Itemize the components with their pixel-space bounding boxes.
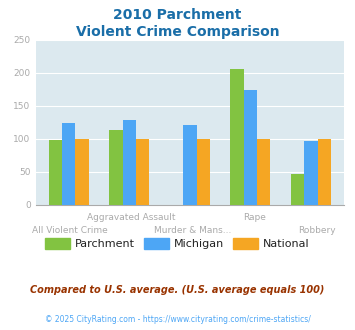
Bar xyxy=(62,123,76,205)
Bar xyxy=(230,69,244,205)
Bar xyxy=(136,139,149,205)
Text: Robbery: Robbery xyxy=(298,226,335,235)
Text: Violent Crime Comparison: Violent Crime Comparison xyxy=(76,25,279,39)
Text: Aggravated Assault: Aggravated Assault xyxy=(87,213,175,222)
Bar xyxy=(49,140,62,205)
Text: Murder & Mans...: Murder & Mans... xyxy=(154,226,232,235)
Text: © 2025 CityRating.com - https://www.cityrating.com/crime-statistics/: © 2025 CityRating.com - https://www.city… xyxy=(45,315,310,324)
Bar xyxy=(244,90,257,205)
Bar xyxy=(123,120,136,205)
Text: All Violent Crime: All Violent Crime xyxy=(32,226,107,235)
Bar xyxy=(257,139,271,205)
Bar xyxy=(304,141,318,205)
Text: Rape: Rape xyxy=(243,213,266,222)
Text: Compared to U.S. average. (U.S. average equals 100): Compared to U.S. average. (U.S. average … xyxy=(30,285,325,295)
Bar xyxy=(76,139,89,205)
Bar xyxy=(197,139,210,205)
Bar xyxy=(109,130,123,205)
Text: 2010 Parchment: 2010 Parchment xyxy=(113,8,242,22)
Bar xyxy=(318,139,331,205)
Bar xyxy=(183,125,197,205)
Legend: Parchment, Michigan, National: Parchment, Michigan, National xyxy=(41,234,314,253)
Bar xyxy=(291,174,304,205)
